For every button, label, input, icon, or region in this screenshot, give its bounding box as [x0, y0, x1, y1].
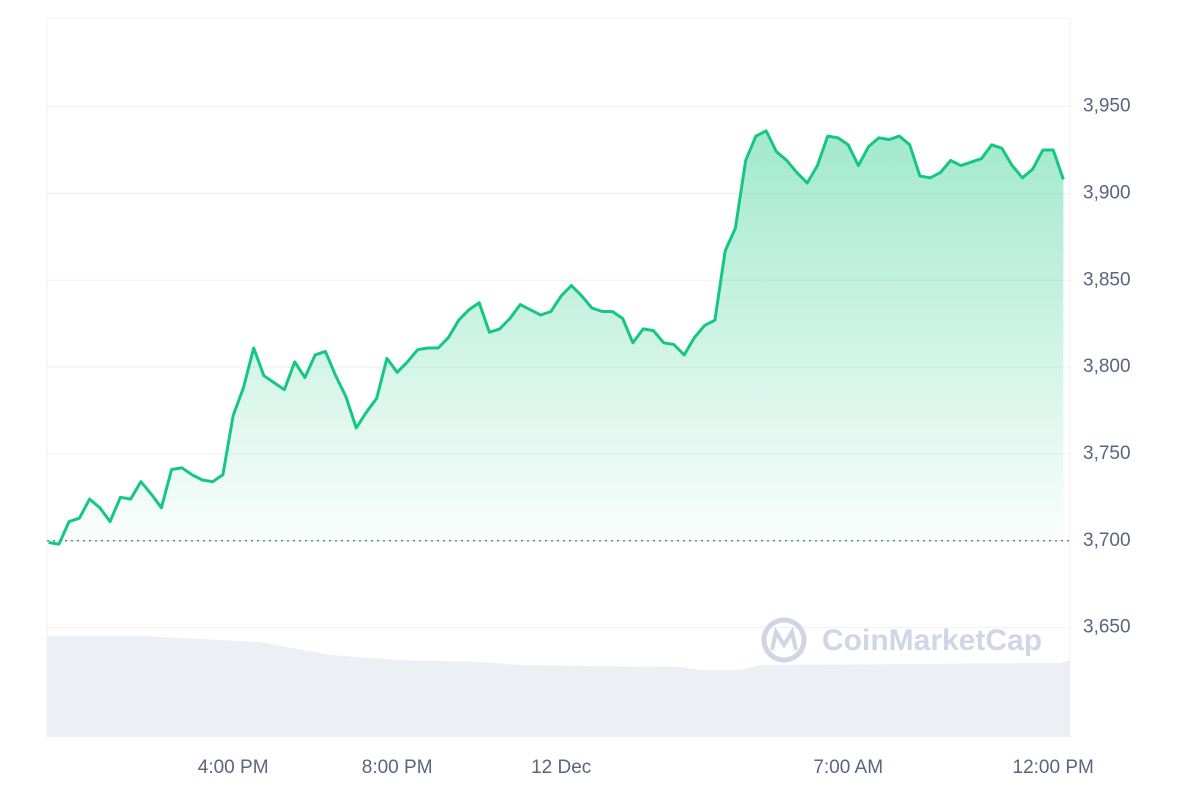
watermark-logo: [770, 626, 798, 651]
x-tick-label: 12:00 PM: [1013, 757, 1094, 778]
watermark-logo: [761, 617, 807, 663]
y-tick-label: 3,700: [1083, 530, 1131, 551]
y-tick-label: 3,900: [1083, 182, 1131, 203]
watermark: CoinMarketCap: [761, 617, 1042, 663]
y-tick-label: 3,950: [1083, 96, 1131, 117]
watermark-text: CoinMarketCap: [822, 624, 1042, 657]
price-area: [48, 130, 1064, 545]
x-tick-label: 7:00 AM: [813, 757, 883, 778]
y-tick-label: 3,850: [1083, 269, 1131, 290]
y-tick-label: 3,800: [1083, 356, 1131, 377]
x-tick-label: 4:00 PM: [198, 757, 269, 778]
x-tick-label: 8:00 PM: [362, 757, 433, 778]
volume-shading: [47, 636, 1070, 737]
x-tick-label: 12 Dec: [531, 757, 591, 778]
y-tick-label: 3,750: [1083, 443, 1131, 464]
y-tick-label: 3,650: [1083, 617, 1131, 638]
price-line: [48, 129, 1065, 546]
